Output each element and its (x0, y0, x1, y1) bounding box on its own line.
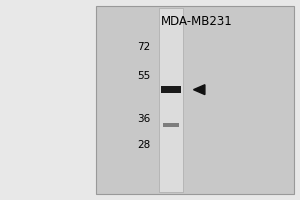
Text: MDA-MB231: MDA-MB231 (160, 15, 232, 28)
Text: 72: 72 (137, 42, 150, 52)
Bar (161, 86, 181, 93)
Text: 55: 55 (137, 71, 150, 81)
Text: 36: 36 (137, 114, 150, 124)
Polygon shape (194, 85, 205, 95)
Bar (96, 6, 294, 194)
Bar (159, 8, 183, 192)
Text: 28: 28 (137, 140, 150, 150)
Bar (164, 123, 178, 127)
